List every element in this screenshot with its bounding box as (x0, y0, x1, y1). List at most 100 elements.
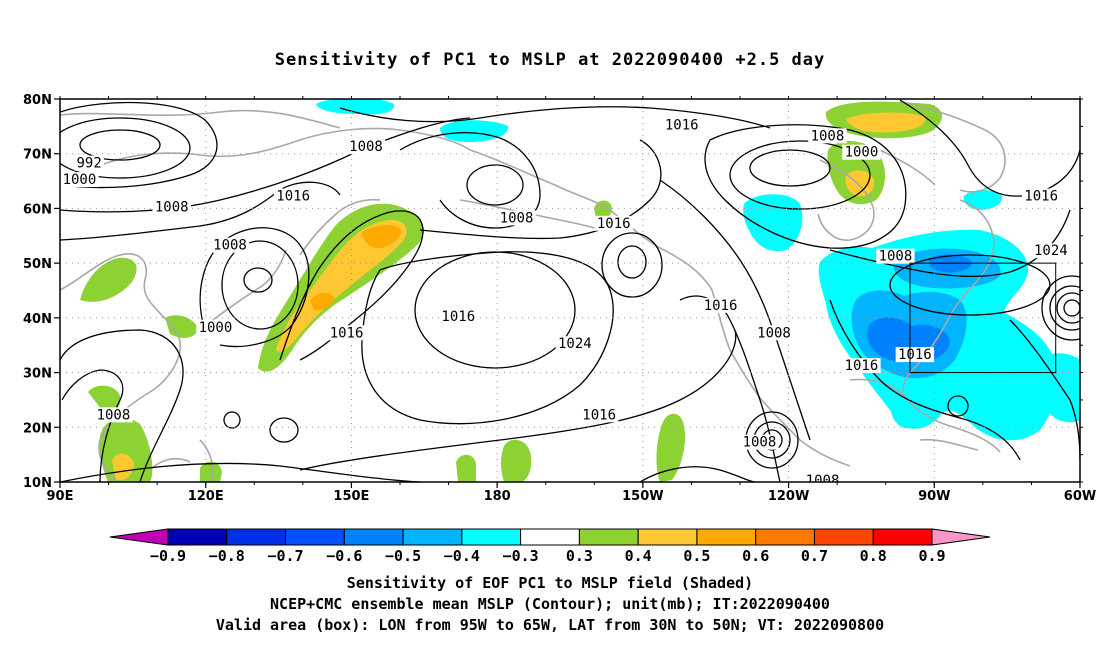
shade-cpac-green3 (656, 413, 686, 482)
colorbar-swatch (578, 528, 639, 546)
contour-label: 1016 (704, 298, 738, 314)
caption-line-3: Valid area (box): LON from 95W to 65W, L… (215, 616, 885, 634)
colorbar-swatch (226, 528, 287, 546)
coast-gulf (849, 378, 1001, 453)
contour-low-japan-inner (243, 267, 273, 293)
contour-atl-low-2 (1056, 292, 1080, 324)
contour-label-bg (594, 215, 633, 231)
contour-label: 1008 (879, 249, 913, 265)
contour-1000-hudson-inner (749, 149, 831, 187)
lat-tick-label: 20N (23, 421, 52, 436)
contour-label: 1008 (811, 128, 845, 144)
contour-1000-nw (60, 101, 218, 189)
colorbar-tick-label: 0.3 (566, 547, 593, 565)
contour-label-bg (662, 117, 701, 133)
colorbar-swatch (872, 528, 933, 546)
contour-1016-siberia (60, 181, 341, 241)
contour-label-bg (1031, 243, 1071, 259)
contour-label-bg (842, 358, 881, 374)
lat-tick-label: 30N (23, 367, 52, 382)
contour-label: 1016 (330, 325, 364, 341)
contour-label-bg (842, 144, 881, 160)
contour-1016-greenland (899, 99, 1080, 197)
coast-na-east (902, 199, 995, 397)
colorbar-swatch (637, 528, 698, 546)
colorbar-swatch (755, 528, 815, 546)
coast-arctic (60, 109, 341, 129)
colorbar-tick-label: −0.5 (385, 547, 421, 565)
colorbar-tick-label: 0.9 (918, 547, 945, 565)
coast-caribbean (919, 438, 979, 451)
shade-asia-green5 (200, 461, 222, 482)
coast-siberia (89, 127, 471, 171)
contour-1008-hudson (704, 124, 907, 249)
contour-1008-west-na (679, 295, 781, 482)
shade-negative-cyan-n (743, 194, 803, 252)
contour-label-bg (60, 172, 99, 188)
contour-1008-asia (61, 369, 124, 482)
colorbar-tick-label: 0.5 (683, 547, 710, 565)
colorbar-tick-label: −0.6 (326, 547, 362, 565)
shade-greenland-orange (846, 112, 926, 133)
map-title: Sensitivity of PC1 to MSLP at 2022090400… (274, 50, 826, 70)
shade-nwpac-orange3 (310, 292, 334, 311)
coast-kamchatka (299, 198, 381, 256)
contour-label-bg (701, 297, 740, 313)
contour-label: 1008 (500, 210, 534, 226)
shade-arctic-cyan1 (316, 99, 395, 115)
contour-1024-ne (889, 254, 1051, 316)
valid-area-box (909, 262, 1057, 374)
contour-label: 1016 (665, 117, 699, 133)
contour-label: 1016 (845, 358, 879, 374)
shade-arctic-cyan2 (440, 120, 509, 142)
colorbar-swatch (402, 528, 463, 546)
shade-asia-green4 (99, 417, 153, 482)
colorbar-swatch (813, 528, 874, 546)
contour-1000-hudson (729, 140, 871, 210)
caption-line-1: Sensitivity of EOF PC1 to MSLP field (Sh… (346, 574, 754, 592)
contour-label-bg (740, 434, 779, 450)
coast-aleutian (459, 199, 601, 231)
shade-cpac-green1 (456, 454, 476, 482)
colorbar-tick-label: −0.7 (267, 547, 303, 565)
lon-tick-label: 150W (622, 489, 663, 504)
lon-tick-label: 90W (918, 489, 950, 504)
lat-lon-grid (60, 99, 1080, 482)
contour-1016-asia (60, 329, 184, 482)
coast-alaska (469, 149, 713, 291)
colorbar-swatch (343, 528, 404, 546)
lon-tick-label: 90E (47, 489, 74, 504)
colorbar-high-arrow (931, 528, 991, 546)
colorbar-swatch (285, 528, 345, 546)
shade-asia-green3 (88, 385, 121, 412)
contour-low-992 (60, 117, 191, 179)
contour-label: 1024 (558, 336, 592, 352)
lon-tick-label: 150E (333, 489, 369, 504)
figure-caption: Sensitivity of EOF PC1 to MSLP field (Sh… (0, 573, 1100, 636)
lat-tick-label: 60N (23, 202, 52, 217)
contour-label-bg (895, 347, 935, 363)
contour-1016-tropics2 (639, 466, 756, 482)
contour-label: 1016 (1024, 188, 1058, 204)
contour-label: 1016 (898, 347, 932, 363)
contour-label-bg (876, 248, 915, 264)
contour-1008-japan (199, 227, 310, 348)
contour-label: 1008 (743, 435, 777, 451)
contour-small-pac (269, 417, 299, 443)
mslp-contours (60, 99, 1080, 482)
contour-low-992-inner (79, 129, 161, 161)
contour-label-bg (94, 407, 133, 423)
colorbar-swatch (520, 528, 580, 546)
contour-1016-atl-inner (947, 395, 969, 417)
coast-east-asia (60, 253, 181, 482)
contour-label-bg (327, 325, 366, 341)
contour-label: 1008 (806, 473, 840, 489)
shade-asia-orange (112, 453, 134, 481)
contour-label: 992 (76, 156, 101, 172)
shade-small-green (594, 200, 612, 220)
coast-baffin (879, 149, 936, 186)
contour-high-1024 (414, 251, 576, 369)
contour-bering-low (466, 164, 524, 206)
contour-label: 1008 (213, 238, 247, 254)
shade-nwpac-orange (276, 219, 407, 352)
